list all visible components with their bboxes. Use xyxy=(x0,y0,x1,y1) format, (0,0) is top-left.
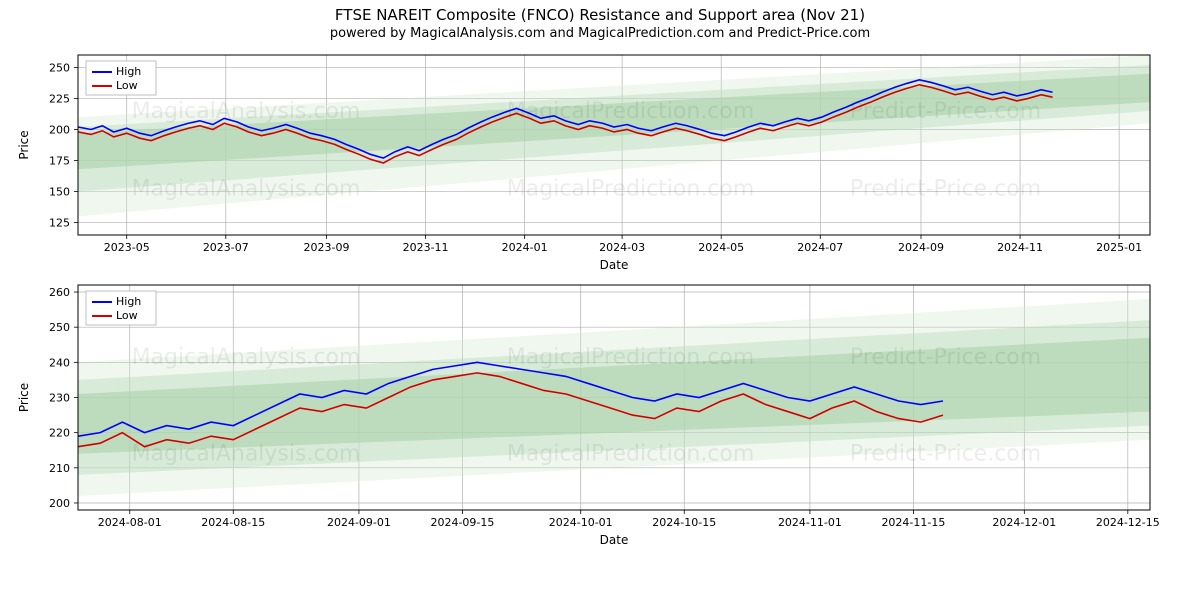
y-tick-label: 200 xyxy=(49,497,70,510)
x-tick-label: 2024-10-01 xyxy=(549,516,613,529)
watermark-text: Predict-Price.com xyxy=(850,99,1041,124)
chart-title: FTSE NAREIT Composite (FNCO) Resistance … xyxy=(0,6,1200,24)
x-tick-label: 2024-09-01 xyxy=(327,516,391,529)
legend-low-label: Low xyxy=(116,309,138,322)
x-tick-label: 2024-12-01 xyxy=(992,516,1056,529)
x-tick-label: 2024-08-15 xyxy=(201,516,265,529)
x-tick-label: 2024-09 xyxy=(898,241,944,254)
x-tick-label: 2024-11-15 xyxy=(881,516,945,529)
legend: HighLow xyxy=(86,291,156,325)
y-tick-label: 260 xyxy=(49,286,70,299)
x-tick-label: 2023-05 xyxy=(104,241,150,254)
watermark-text: Predict-Price.com xyxy=(850,442,1041,467)
x-tick-label: 2024-10-15 xyxy=(652,516,716,529)
watermark-text: MagicalPrediction.com xyxy=(507,442,755,467)
legend-high-label: High xyxy=(116,295,141,308)
x-axis-label: Date xyxy=(600,533,629,547)
legend: HighLow xyxy=(86,61,156,95)
y-tick-label: 220 xyxy=(49,427,70,440)
y-tick-label: 150 xyxy=(49,186,70,199)
watermark-text: MagicalPrediction.com xyxy=(507,176,755,201)
x-tick-label: 2024-05 xyxy=(698,241,744,254)
x-tick-label: 2024-11 xyxy=(997,241,1043,254)
chart-subtitle: powered by MagicalAnalysis.com and Magic… xyxy=(0,26,1200,41)
bottom-chart-svg: MagicalAnalysis.com MagicalPrediction.com… xyxy=(0,275,1160,555)
x-tick-label: 2024-09-15 xyxy=(430,516,494,529)
watermark-text: MagicalAnalysis.com xyxy=(132,345,361,370)
watermark-text: Predict-Price.com xyxy=(850,345,1041,370)
x-tick-label: 2023-11 xyxy=(403,241,449,254)
top-chart-svg: MagicalAnalysis.com MagicalPrediction.com… xyxy=(0,45,1160,275)
legend-high-label: High xyxy=(116,65,141,78)
x-tick-label: 2024-01 xyxy=(502,241,548,254)
watermark-text: MagicalPrediction.com xyxy=(507,99,755,124)
y-tick-label: 240 xyxy=(49,356,70,369)
x-tick-label: 2024-03 xyxy=(599,241,645,254)
x-tick-label: 2025-01 xyxy=(1096,241,1142,254)
y-tick-label: 225 xyxy=(49,92,70,105)
x-tick-label: 2024-08-01 xyxy=(98,516,162,529)
y-tick-label: 175 xyxy=(49,155,70,168)
y-tick-label: 210 xyxy=(49,462,70,475)
y-axis-label: Price xyxy=(17,130,31,159)
watermark-text: MagicalPrediction.com xyxy=(507,345,755,370)
x-axis-label: Date xyxy=(600,258,629,272)
bottom-chart-container: MagicalAnalysis.com MagicalPrediction.com… xyxy=(0,275,1200,555)
watermark-text: MagicalAnalysis.com xyxy=(132,99,361,124)
y-tick-label: 250 xyxy=(49,61,70,74)
legend-low-label: Low xyxy=(116,79,138,92)
watermark-text: Predict-Price.com xyxy=(850,176,1041,201)
y-tick-label: 200 xyxy=(49,123,70,136)
watermark-text: MagicalAnalysis.com xyxy=(132,442,361,467)
x-tick-label: 2024-12-15 xyxy=(1096,516,1160,529)
x-tick-label: 2023-07 xyxy=(203,241,249,254)
y-tick-label: 250 xyxy=(49,321,70,334)
y-tick-label: 230 xyxy=(49,392,70,405)
watermark-text: MagicalAnalysis.com xyxy=(132,176,361,201)
y-tick-label: 125 xyxy=(49,217,70,230)
x-tick-label: 2023-09 xyxy=(304,241,350,254)
y-axis-label: Price xyxy=(17,383,31,412)
top-chart-container: MagicalAnalysis.com MagicalPrediction.com… xyxy=(0,45,1200,275)
x-tick-label: 2024-07 xyxy=(797,241,843,254)
x-tick-label: 2024-11-01 xyxy=(778,516,842,529)
